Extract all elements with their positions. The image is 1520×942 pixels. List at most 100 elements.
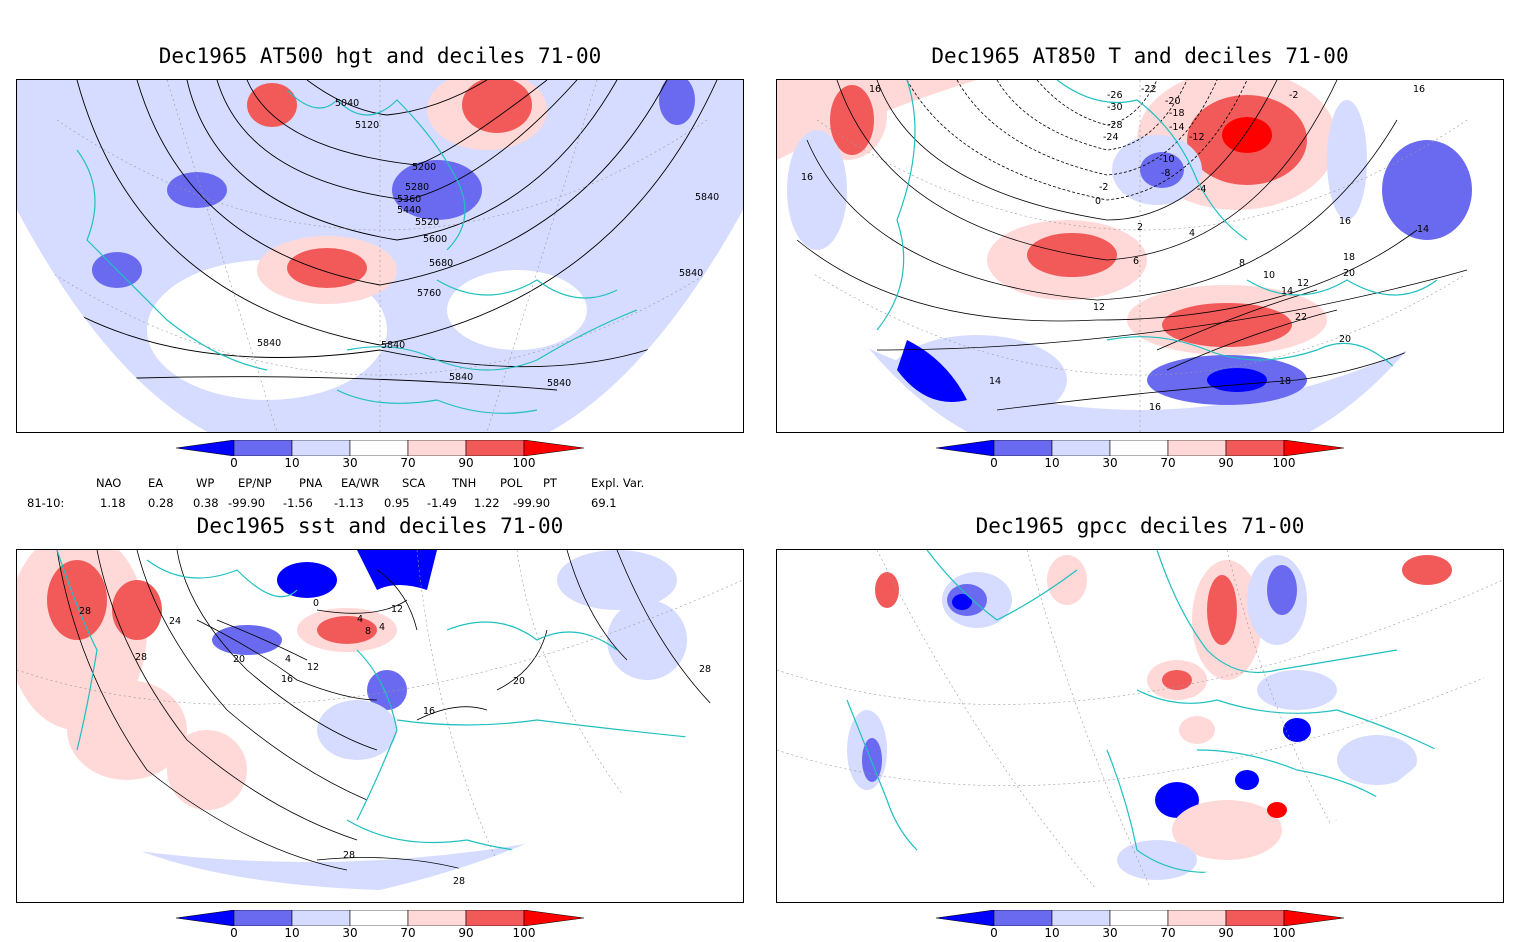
colorbar-segment [1109,439,1169,457]
contour-label: 5840 [679,268,703,279]
colorbar-segment [935,439,995,457]
colorbar-tick-label: 70 [1160,456,1176,470]
contour-label: 4 [357,614,363,625]
index-header: TNH [452,476,477,490]
index-value: -99.90 [228,496,266,510]
colorbar-bottom-right: 0 10 30 70 90 100 [935,909,1346,942]
contour-label: 5840 [547,378,571,389]
contour-label: -24 [1103,132,1119,143]
index-value: -1.49 [427,496,457,510]
colorbar-segment [1283,439,1345,457]
contour-label: 28 [135,652,147,663]
index-value: 0.28 [148,496,174,510]
colorbar-segment [523,439,585,457]
contour-label: 22 [1295,312,1307,323]
map-panel-t850: 16 16 16 -22 -26 -20 -18 -30 -2 -28 -14 … [776,79,1504,433]
panel-title-hgt500: Dec1965 AT500 hgt and deciles 71-00 [158,44,602,68]
colorbar-tick-label: 0 [990,456,998,470]
index-value: -1.56 [283,496,313,510]
contour-label: 16 [281,674,293,685]
colorbar-tick-label: 100 [512,456,536,470]
index-value: -1.13 [334,496,364,510]
colorbar-tick-label: 100 [1272,926,1296,940]
colorbar-segment [1283,909,1345,927]
panel-title-sst: Dec1965 sst and deciles 71-00 [196,514,564,538]
index-header: WP [196,476,215,490]
colorbar-tick-label: 0 [990,926,998,940]
contour-label: 5520 [415,217,439,228]
colorbar-tick-label: 0 [230,926,238,940]
contour-label: -26 [1107,90,1123,101]
contour-label: -10 [1159,154,1175,165]
contour-label: 20 [513,676,525,687]
colorbar-tick-label: 30 [1102,926,1118,940]
contour-label: 16 [869,84,881,95]
colorbar-segment [1051,439,1111,457]
colorbar-segment [1167,439,1227,457]
contour-label: -20 [1165,96,1181,107]
colorbar-segment [1167,909,1227,927]
contour-label: 20 [233,654,245,665]
contour-label: 14 [1281,286,1293,297]
contour-label: 2 [1137,222,1143,233]
contour-label: 4 [285,654,291,665]
index-header: EP/NP [238,476,272,490]
colorbar-tick-label: 70 [400,926,416,940]
contour-label: 28 [79,606,91,617]
contour-label: 5200 [412,162,436,173]
contour-label: 16 [1413,84,1425,95]
contour-label: 8 [1239,258,1245,269]
index-value: 1.22 [474,496,500,510]
contour-label: 8 [365,626,371,637]
contour-label: 5600 [423,234,447,245]
index-value: 69.1 [591,496,617,510]
contour-label: 20 [1339,334,1351,345]
colorbar-tick-label: 30 [342,456,358,470]
colorbar-tick-label: 10 [284,926,300,940]
contour-label: 12 [307,662,319,673]
contour-label: 5840 [257,338,281,349]
colorbar-segment [291,439,351,457]
colorbar-segment [1051,909,1111,927]
colorbar-segment [175,439,235,457]
index-header: POL [500,476,523,490]
contour-label: 12 [1297,278,1309,289]
panel-title-t850: Dec1965 AT850 T and deciles 71-00 [931,44,1349,68]
index-header: EA [148,476,164,490]
colorbar-tick-label: 70 [1160,926,1176,940]
map-panel-hgt500: 5040 5120 5200 5280 5360 5440 5520 5600 … [16,79,744,433]
contour-label: 16 [423,706,435,717]
contour-label: 4 [1189,228,1195,239]
colorbar-tick-label: 10 [1044,456,1060,470]
colorbar-tick-label: 0 [230,456,238,470]
colorbar-tick-label: 90 [1218,456,1234,470]
contour-label: 24 [169,616,181,627]
colorbar-segment [407,439,467,457]
index-header: NAO [96,476,122,490]
colorbar-tick-label: 30 [342,926,358,940]
contour-label: -12 [1189,132,1205,143]
colorbar-segment [1225,439,1285,457]
contour-label: -14 [1169,122,1185,133]
contour-label: 12 [1093,302,1105,313]
contour-label: -18 [1169,108,1185,119]
index-header: SCA [402,476,426,490]
colorbar-segment [935,909,995,927]
contour-label: 5280 [405,182,429,193]
colorbar-segment [349,439,409,457]
contour-label: 18 [1343,252,1355,263]
index-value: 1.18 [100,496,126,510]
contour-label: 28 [343,850,355,861]
map-panel-gpcc [776,549,1504,903]
colorbar-tick-label: 10 [1044,926,1060,940]
contour-label: 6 [1133,256,1139,267]
contour-label: -4 [1197,184,1206,195]
contour-label: 5040 [335,98,359,109]
contour-label: -28 [1107,120,1123,131]
panel-title-gpcc: Dec1965 gpcc deciles 71-00 [975,514,1305,538]
contour-label: 16 [801,172,813,183]
index-header: PT [543,476,557,490]
index-value: 0.95 [384,496,410,510]
contour-label: 5680 [429,258,453,269]
contour-label: 5120 [355,120,379,131]
